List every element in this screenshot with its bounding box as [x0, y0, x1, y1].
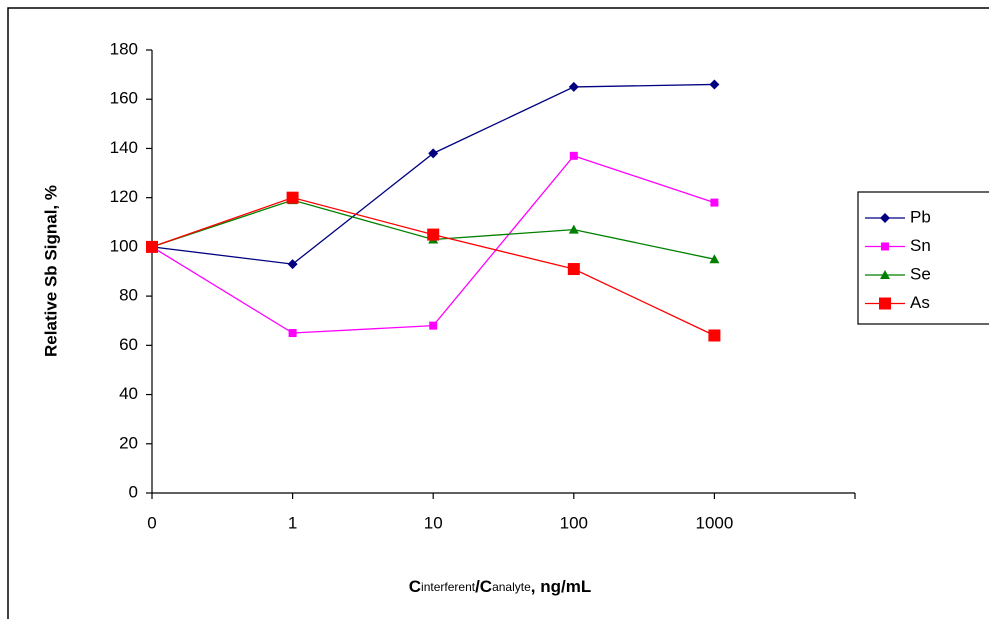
chart-border: [7, 7, 989, 619]
y-tick-label: 120: [110, 187, 138, 206]
data-point: [568, 81, 579, 92]
y-tick-label: 40: [119, 384, 138, 403]
data-point: [708, 329, 721, 342]
y-tick-label: 100: [110, 236, 138, 255]
data-point: [709, 254, 720, 264]
data-point: [428, 148, 439, 159]
legend-marker: [879, 297, 891, 310]
data-point: [427, 228, 440, 241]
y-tick-label: 140: [110, 138, 138, 157]
data-point: [569, 151, 578, 160]
y-axis-title: Relative Sb Signal, %: [41, 185, 60, 357]
legend-label: As: [910, 293, 930, 312]
x-axis-title: Cinterferent/Canalyte, ng/mL: [409, 577, 591, 596]
y-tick-label: 60: [119, 335, 138, 354]
x-axis-title-part: /C: [475, 577, 492, 596]
data-point: [429, 321, 438, 330]
data-point: [288, 329, 297, 338]
y-tick-label: 0: [129, 482, 138, 501]
legend-marker: [880, 270, 890, 279]
x-axis-title-part: , ng/mL: [531, 577, 591, 596]
y-tick-label: 160: [110, 89, 138, 108]
data-point: [287, 259, 298, 270]
data-point: [567, 263, 580, 276]
legend-label: Sn: [910, 236, 931, 255]
y-tick-label: 80: [119, 286, 138, 305]
x-axis-title-sub: interferent: [421, 580, 476, 594]
data-point: [568, 224, 579, 234]
x-tick-label: 100: [560, 513, 588, 532]
data-point: [286, 191, 299, 204]
legend-marker: [881, 242, 889, 251]
y-tick-label: 180: [110, 39, 138, 58]
legend-label: Pb: [910, 207, 931, 226]
x-axis-title-part: C: [409, 577, 421, 596]
x-axis-title-sub: analyte: [492, 580, 531, 594]
y-tick-label: 20: [119, 433, 138, 452]
x-tick-label: 1000: [695, 513, 733, 532]
data-point: [709, 79, 720, 90]
x-tick-label: 10: [424, 513, 443, 532]
legend-label: Se: [910, 264, 931, 283]
x-tick-label: 1: [288, 513, 297, 532]
data-point: [710, 198, 719, 207]
legend-marker: [880, 213, 890, 223]
x-tick-label: 0: [147, 513, 156, 532]
data-point: [146, 240, 158, 253]
